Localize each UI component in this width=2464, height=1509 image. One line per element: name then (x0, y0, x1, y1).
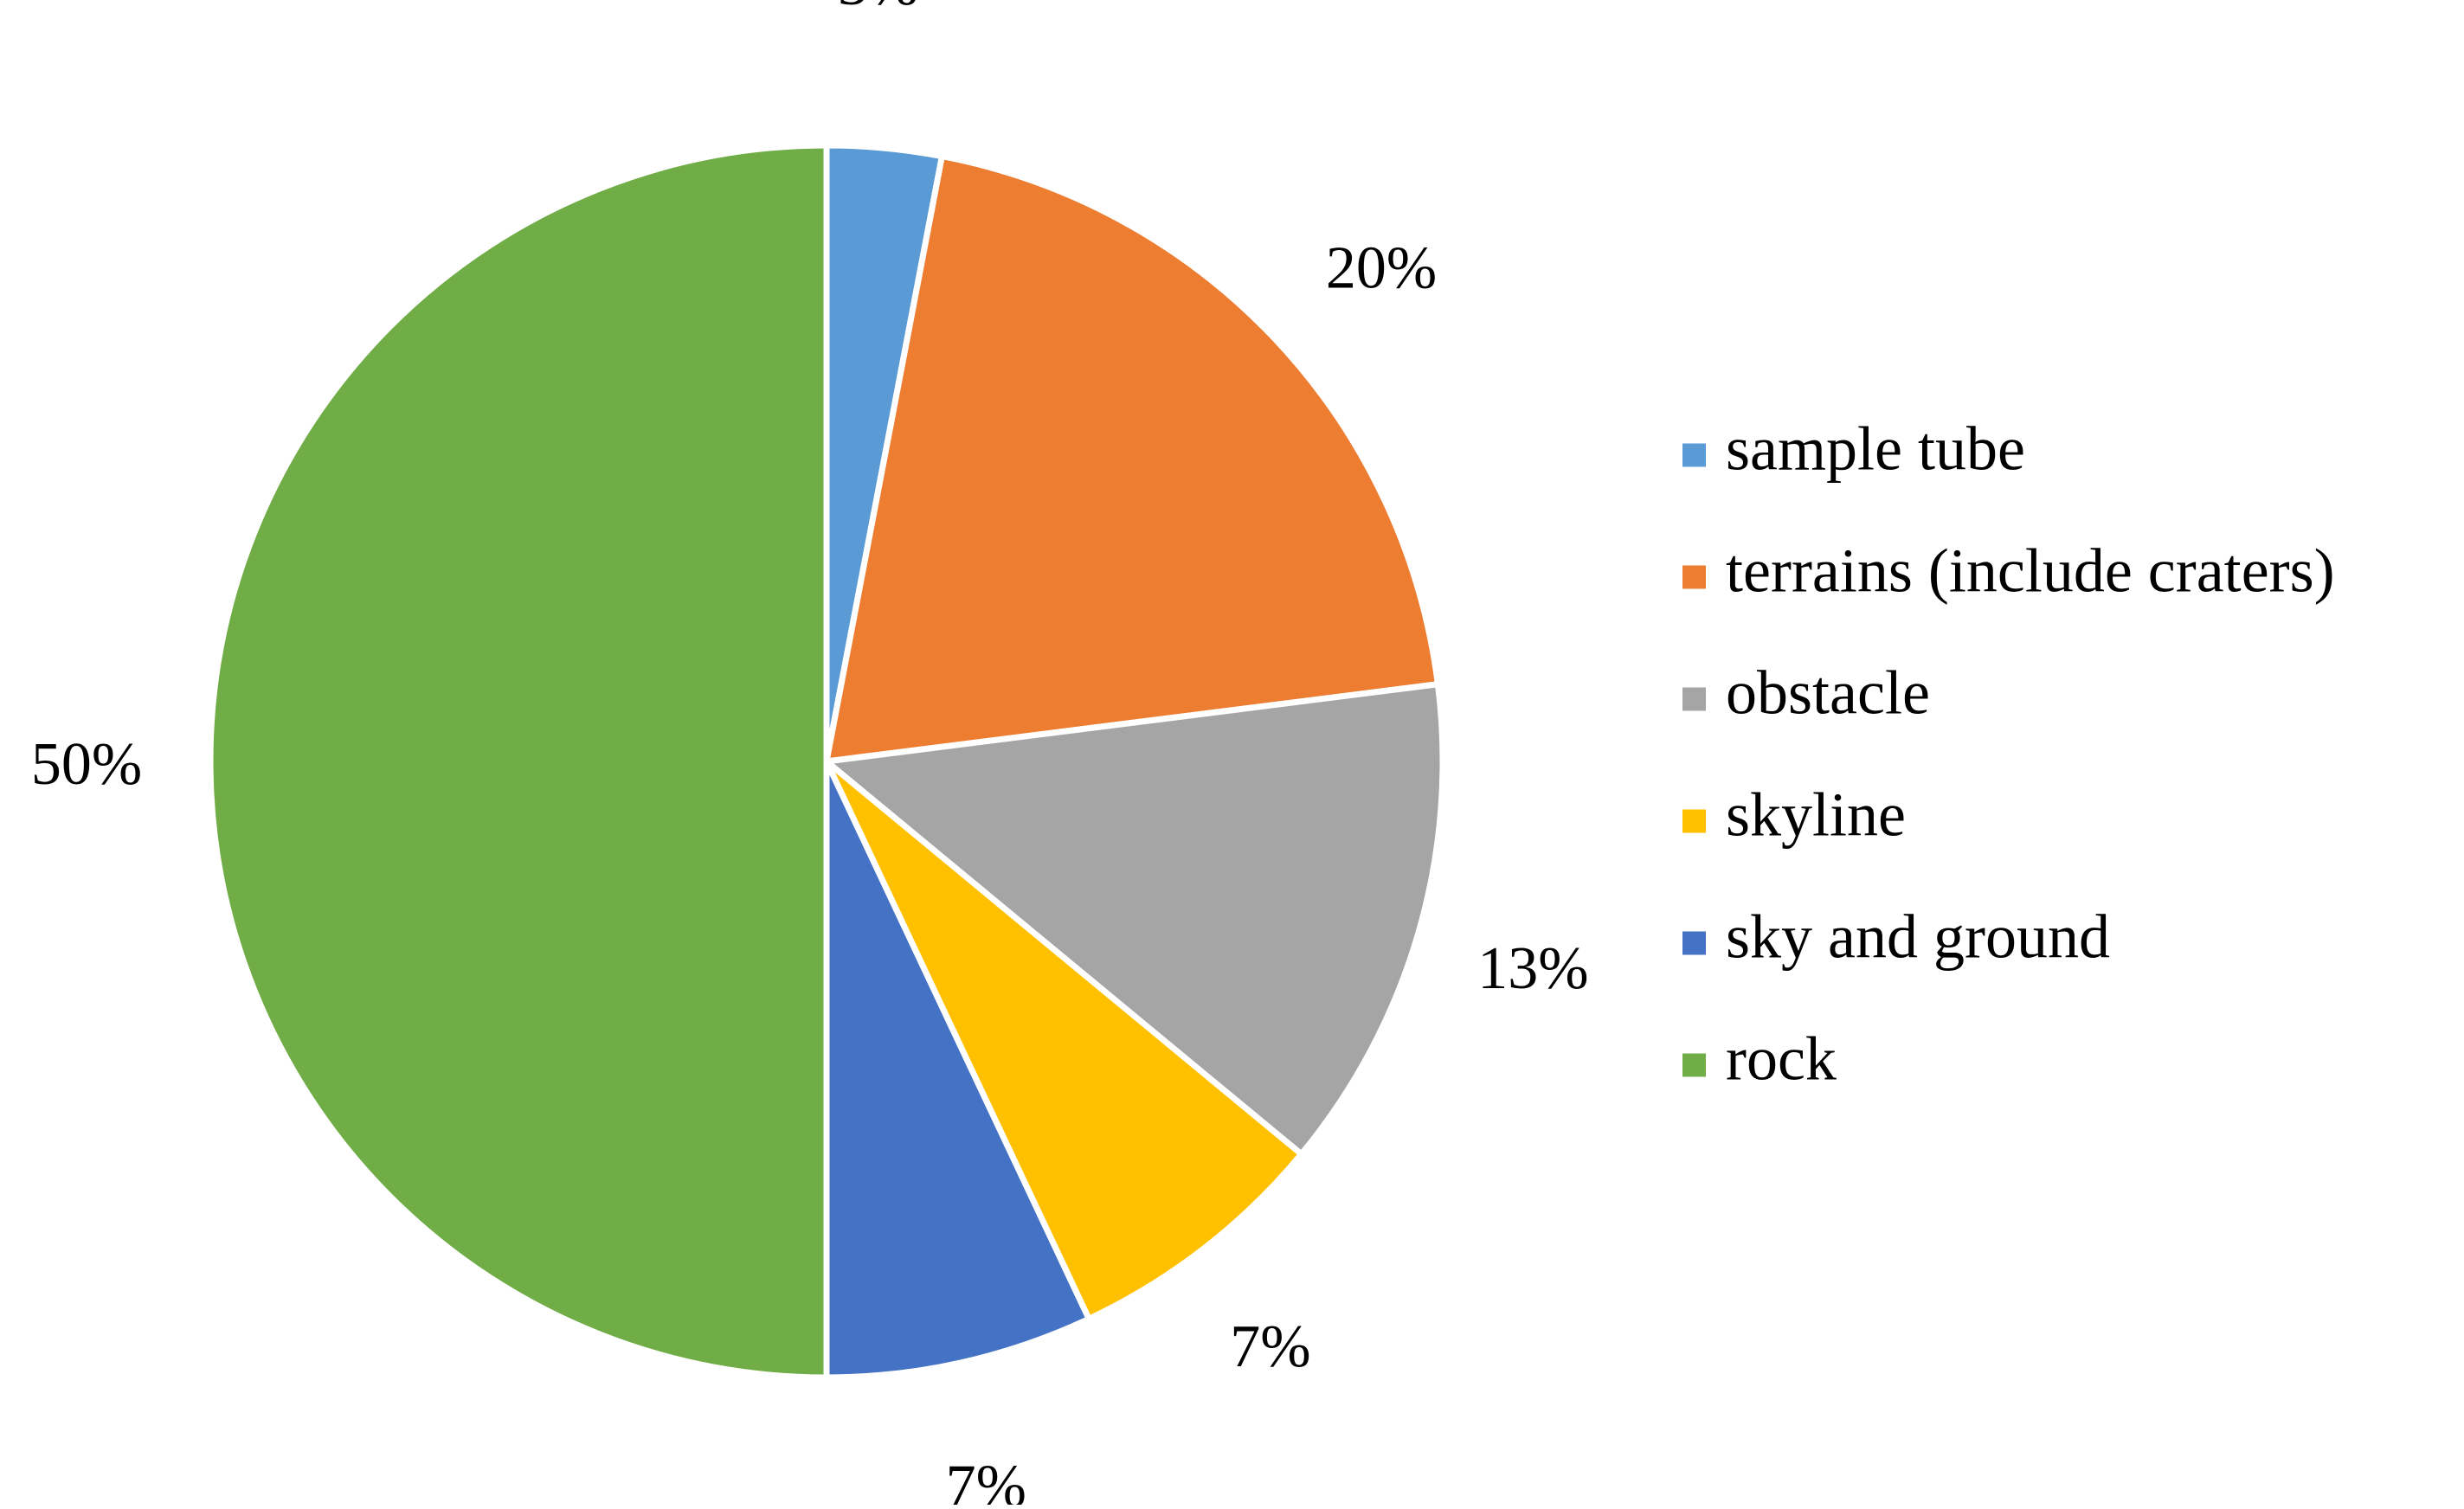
legend-swatch-sky-and-ground (1682, 931, 1706, 955)
data-label-sample-tube: 3% (838, 0, 918, 18)
legend-label-skyline: skyline (1726, 780, 1906, 850)
legend-item-sky-and-ground: sky and ground (1682, 902, 2110, 972)
legend: sample tube terrains (include craters) obs… (1682, 414, 2335, 1094)
data-label-skyline: 7% (1230, 1313, 1310, 1380)
legend-item-skyline: skyline (1682, 780, 1906, 850)
legend-item-obstacle: obstacle (1682, 658, 1930, 728)
data-label-sky-and-ground: 7% (946, 1454, 1026, 1505)
legend-swatch-skyline (1682, 809, 1706, 833)
legend-swatch-sample-tube (1682, 443, 1706, 467)
legend-label-rock: rock (1726, 1024, 1837, 1094)
pie-slice-terrains-include-craters (823, 153, 1441, 765)
legend-swatch-rock (1682, 1053, 1706, 1077)
legend-swatch-obstacle (1682, 687, 1706, 711)
pie-slice-obstacle (823, 681, 1446, 1158)
pie-slice-rock (207, 142, 830, 1381)
legend-item-sample-tube: sample tube (1682, 414, 2025, 484)
data-label-rock: 50% (31, 731, 142, 798)
pie-slice-sky-and-ground (823, 758, 1092, 1381)
data-label-obstacle: 13% (1477, 935, 1588, 1002)
legend-label-sample-tube: sample tube (1726, 414, 2025, 484)
legend-swatch-terrains-include-craters (1682, 565, 1706, 589)
legend-item-rock: rock (1682, 1024, 1837, 1094)
legend-item-terrains-include-craters: terrains (include craters) (1682, 536, 2335, 606)
pie-slices (207, 142, 1446, 1381)
data-labels: 3% 20% 13% 7% 7% 50% (31, 0, 1589, 1509)
legend-label-terrains-include-craters: terrains (include craters) (1726, 536, 2335, 606)
legend-label-obstacle: obstacle (1726, 658, 1930, 728)
legend-label-sky-and-ground: sky and ground (1726, 902, 2110, 972)
data-label-terrains-include-craters: 20% (1326, 235, 1437, 302)
pie-slice-skyline (823, 758, 1305, 1322)
